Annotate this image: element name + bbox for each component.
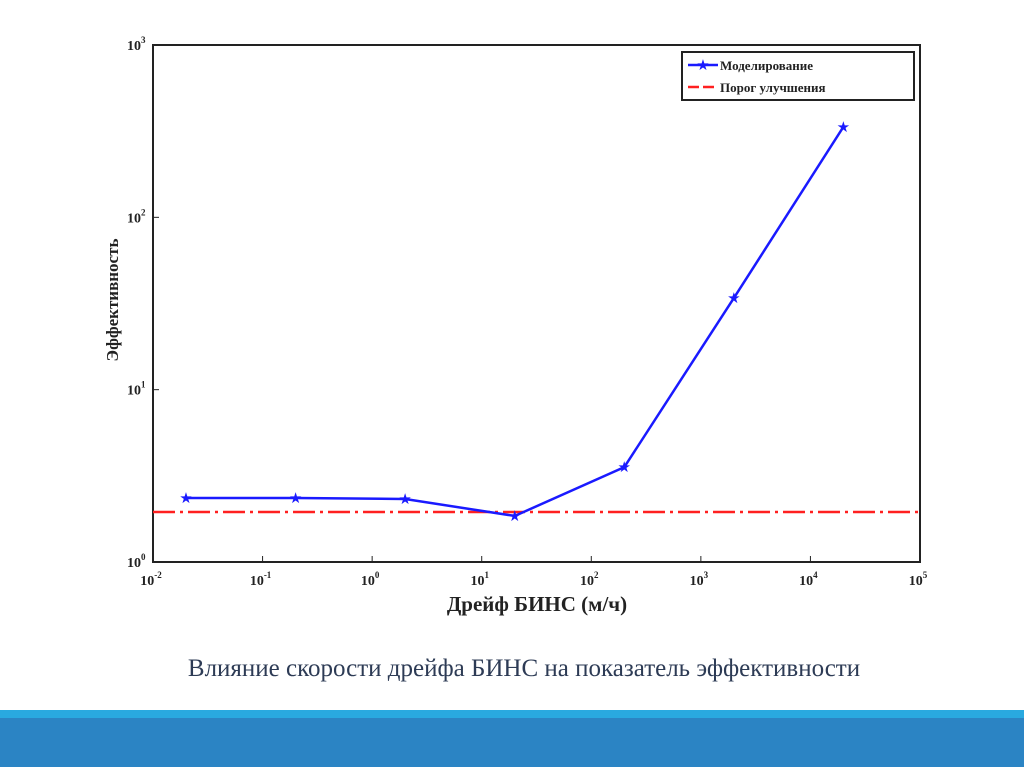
data-point-star-icon: ★ bbox=[508, 509, 521, 525]
x-tick-label: 102 bbox=[580, 570, 599, 589]
data-point-star-icon: ★ bbox=[618, 460, 631, 476]
x-tick-exponent: 4 bbox=[813, 570, 818, 580]
y-tick-exponent: 2 bbox=[141, 207, 146, 217]
footer-band bbox=[0, 718, 1024, 767]
data-point-star-icon: ★ bbox=[179, 491, 192, 507]
chart: 10-2 10-1 100 101 102 103 104 105 100101102103 … bbox=[103, 35, 928, 616]
y-tick-label: 101 bbox=[127, 380, 146, 399]
y-tick-exponent: 3 bbox=[141, 35, 146, 45]
y-tick-exponent: 0 bbox=[141, 552, 146, 562]
x-tick-exponent: -2 bbox=[154, 570, 162, 580]
x-tick-exponent: 3 bbox=[704, 570, 709, 580]
x-tick-exponent: 0 bbox=[375, 570, 380, 580]
x-axis-label: Дрейф БИНС (м/ч) bbox=[447, 592, 627, 616]
data-point-star-icon: ★ bbox=[837, 120, 850, 136]
plot-frame bbox=[152, 44, 921, 563]
x-tick-label: 101 bbox=[470, 570, 489, 589]
x-tick-exponent: 1 bbox=[484, 570, 489, 580]
x-tick-label: 105 bbox=[909, 570, 928, 589]
x-tick-label: 103 bbox=[690, 570, 709, 589]
x-tick-exponent: 2 bbox=[594, 570, 599, 580]
legend-label-modeling: Моделирование bbox=[720, 58, 813, 73]
y-tick-label: 103 bbox=[127, 35, 146, 54]
x-tick-label: 100 bbox=[361, 570, 380, 589]
slide-caption: Влияние скорости дрейфа БИНС на показате… bbox=[187, 655, 861, 682]
y-axis-label: Эффективность bbox=[103, 239, 122, 362]
data-point-star-icon: ★ bbox=[289, 491, 302, 507]
x-tick-exponent: -1 bbox=[264, 570, 272, 580]
modeling-line bbox=[185, 126, 845, 518]
x-tick-label: 10-2 bbox=[140, 570, 162, 589]
legend-star-icon: ★ bbox=[696, 58, 709, 74]
data-point-star-icon: ★ bbox=[398, 492, 411, 508]
data-point-star-icon: ★ bbox=[727, 291, 740, 307]
y-tick-exponent: 1 bbox=[141, 380, 146, 390]
y-tick-label: 100 bbox=[127, 552, 146, 571]
y-tick-label: 102 bbox=[127, 207, 146, 226]
x-tick-exponent: 5 bbox=[923, 570, 928, 580]
x-tick-label: 10-1 bbox=[250, 570, 272, 589]
x-tick-label: 104 bbox=[799, 570, 818, 589]
legend-label-threshold: Порог улучшения bbox=[720, 80, 826, 95]
legend: ★ Моделирование Порог улучшения bbox=[681, 51, 915, 101]
footer-stripe bbox=[0, 710, 1024, 718]
